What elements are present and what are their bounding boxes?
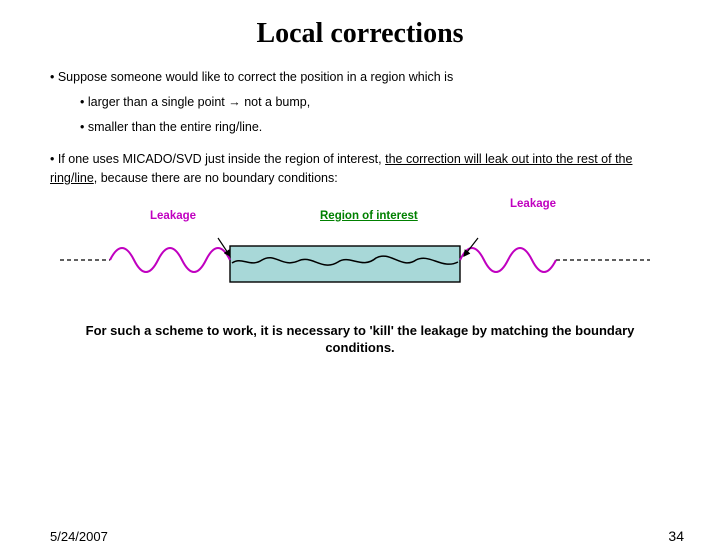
bullet-3: • If one uses MICADO/SVD just inside the… bbox=[50, 150, 670, 188]
page-title: Local corrections bbox=[0, 18, 720, 50]
diagram-svg bbox=[50, 198, 670, 308]
bullet-1: • Suppose someone would like to correct … bbox=[50, 68, 670, 87]
leak-wave-left bbox=[110, 248, 230, 272]
bullet-2a: • larger than a single point → not a bum… bbox=[80, 93, 670, 112]
bullet-2b: • smaller than the entire ring/line. bbox=[80, 118, 670, 137]
bullet-3-pre: • If one uses MICADO/SVD just inside the… bbox=[50, 152, 385, 166]
leakage-diagram: Leakage Region of interest Leakage bbox=[50, 198, 670, 308]
arrow-into-roi-left bbox=[218, 238, 230, 256]
conclusion-text: For such a scheme to work, it is necessa… bbox=[0, 322, 720, 357]
content-block: • Suppose someone would like to correct … bbox=[0, 68, 720, 188]
footer-date: 5/24/2007 bbox=[50, 529, 108, 544]
leak-wave-right bbox=[460, 248, 556, 272]
roi-box bbox=[230, 246, 460, 282]
bullet-3-post: , because there are no boundary conditio… bbox=[94, 171, 338, 185]
footer-page-number: 34 bbox=[668, 528, 684, 544]
arrow-into-roi-right bbox=[464, 238, 478, 256]
